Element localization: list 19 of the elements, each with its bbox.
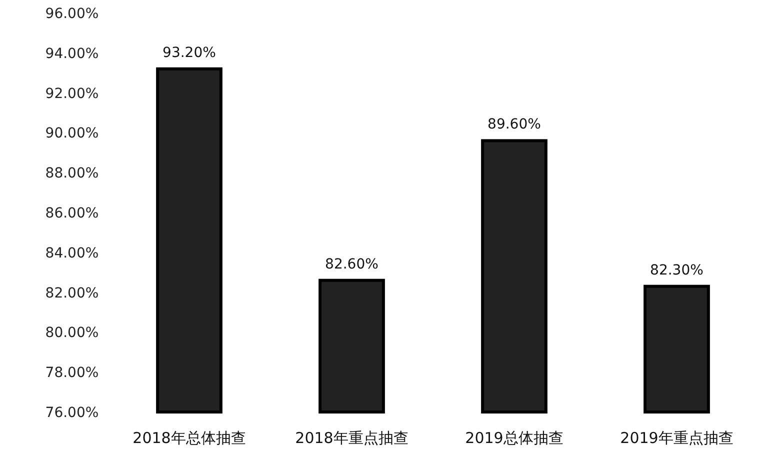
y-tick-label: 92.00% — [45, 86, 99, 102]
y-tick-label: 76.00% — [45, 405, 99, 421]
y-tick-label: 84.00% — [45, 245, 99, 262]
y-tick-label: 78.00% — [45, 365, 99, 382]
x-tick-label: 2019总体抽查 — [465, 429, 564, 447]
y-tick-label: 88.00% — [45, 166, 99, 182]
y-tick-label: 96.00% — [45, 6, 99, 22]
x-tick-label: 2019年重点抽查 — [620, 429, 734, 447]
data-label: 82.60% — [325, 256, 378, 272]
y-tick-label: 82.00% — [45, 285, 99, 302]
data-label: 93.20% — [162, 44, 216, 61]
x-tick-label: 2018年总体抽查 — [132, 429, 246, 447]
y-tick-label: 86.00% — [45, 206, 99, 222]
y-tick-label: 90.00% — [45, 126, 99, 142]
data-label: 89.60% — [488, 116, 541, 133]
y-tick-label: 94.00% — [45, 46, 99, 62]
x-tick-label: 2018年重点抽查 — [295, 429, 408, 447]
y-tick-label: 80.00% — [45, 325, 99, 342]
data-label: 82.30% — [650, 262, 704, 278]
